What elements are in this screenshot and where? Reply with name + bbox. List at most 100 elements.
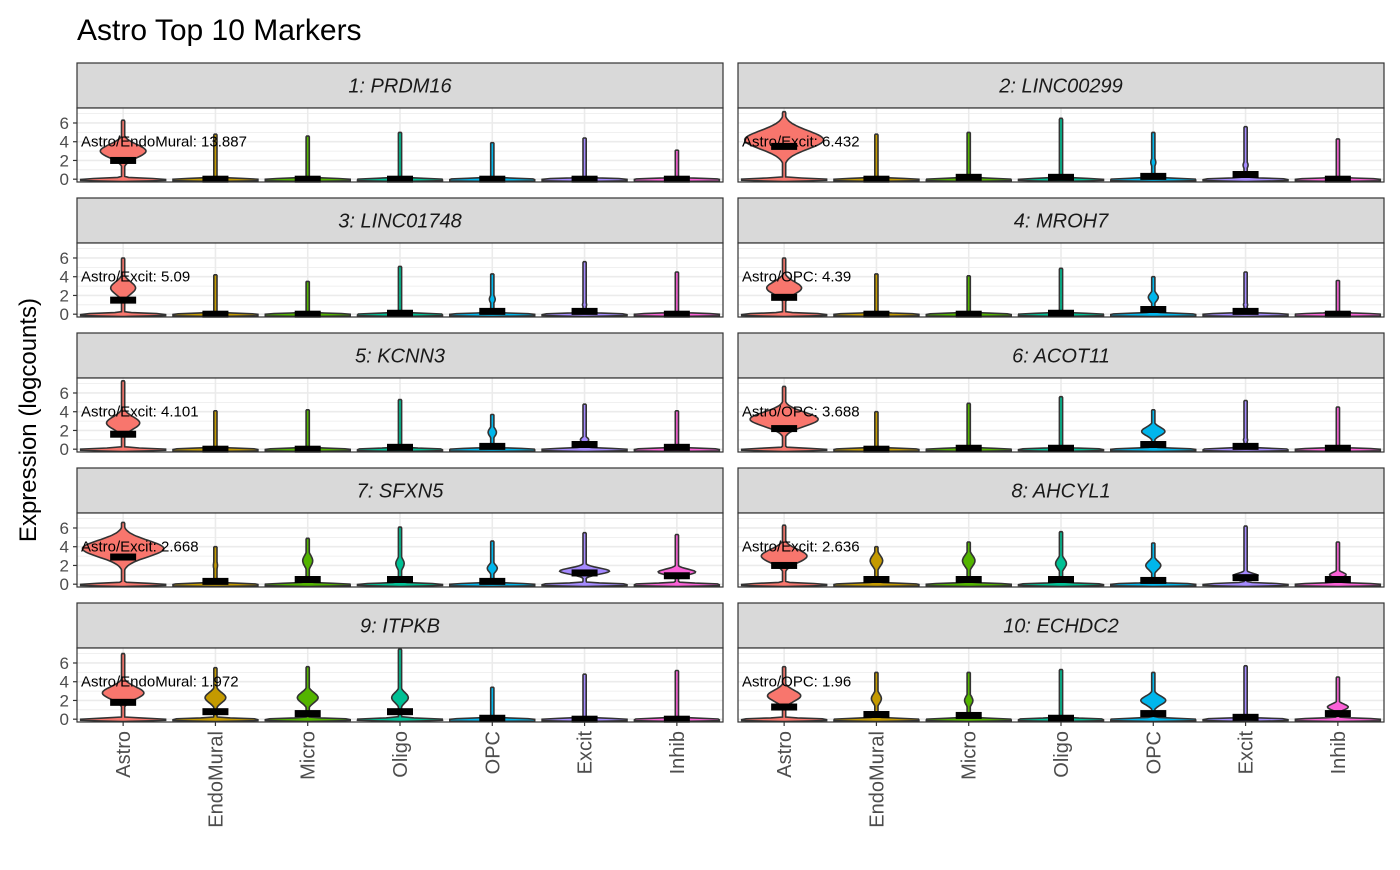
violin-excit [541,260,628,318]
y-tick-label: 4 [60,133,69,152]
median-bar [955,310,982,318]
violin-opc [1110,542,1197,588]
facet-strip [76,467,724,514]
median-bar [955,711,982,719]
median-bar [663,715,690,723]
facet-strip-label: 4: MROH7 [1014,211,1109,233]
violin-opc [449,686,536,723]
median-bar [202,577,229,585]
violin-endomural [833,410,920,453]
facet-strip-label: 3: LINC01748 [338,211,461,233]
median-bar [571,569,598,577]
panel-annotation: Astro/Excit: 4.101 [81,404,199,421]
violin-opc [1110,671,1197,723]
median-bar [1048,714,1074,722]
median-bar [387,175,413,183]
median-bar [294,310,321,318]
median-bar [387,443,413,451]
facet-strip-label: 2: LINC00299 [998,76,1122,98]
median-bar [479,175,506,183]
x-tick-label: OPC [482,731,504,774]
median-bar [1232,307,1259,315]
median-bar [1140,306,1167,314]
violin-excit [1202,665,1289,723]
median-bar [110,156,137,164]
median-bar [1324,576,1351,584]
violin-micro [264,665,351,723]
violin-opc [449,141,536,183]
y-tick-label: 0 [60,440,69,459]
panel-annotation: Astro/Excit: 5.09 [81,269,190,286]
panel-border [737,377,1385,453]
violin-micro [925,275,1012,318]
violin-micro [925,541,1012,588]
x-tick-label: Micro [959,731,981,780]
violin-excit [1202,125,1289,183]
chart-title: Astro Top 10 Markers [77,14,362,47]
violin-endomural [172,274,259,318]
median-bar [1048,173,1074,181]
median-bar [1048,576,1074,584]
violin-inhib [633,669,721,723]
median-bar [202,310,229,318]
facet-strip [76,62,724,109]
facet-panel: 10: ECHDC2 Astro/OPC: 1.96 Astro EndoMural M… [737,602,1385,828]
median-bar [1232,713,1259,721]
median-bar [387,576,413,584]
violin-endomural [833,545,920,588]
violin-oligo [356,398,444,453]
violin-endomural [172,410,259,453]
median-bar [110,430,137,438]
y-tick-label: 2 [60,286,69,305]
facet-strip [76,332,724,379]
median-bar [863,175,890,183]
median-bar [110,553,137,561]
panel-border [737,512,1385,588]
violin-opc [1110,409,1197,453]
median-bar [294,576,321,584]
panel-annotation: Astro/Excit: 2.636 [742,539,860,556]
median-bar [479,442,506,450]
panel-annotation: Astro/OPC: 3.688 [742,404,860,421]
facet-panel: 8: AHCYL1 Astro/Excit: 2.636 [737,467,1385,588]
y-tick-label: 0 [60,710,69,729]
median-bar [202,445,229,453]
violin-oligo [356,131,444,183]
facet-strip-label: 8: AHCYL1 [1011,481,1110,503]
median-bar [863,310,890,318]
panel-border [737,107,1385,183]
median-bar [1232,442,1259,450]
violin-opc [449,413,536,453]
median-bar [294,175,321,183]
violin-opc [1110,131,1197,183]
panel-annotation: Astro/EndoMural: 1.972 [81,674,239,691]
median-bar [571,175,598,183]
facet-panel: 4: MROH7 Astro/OPC: 4.39 [737,197,1385,318]
violin-oligo [1017,668,1105,723]
median-bar [571,715,598,723]
facet-strip [737,62,1385,109]
panel-annotation: Astro/OPC: 1.96 [742,674,851,691]
y-tick-label: 2 [60,421,69,440]
violin-astro [79,380,167,453]
median-bar [1324,444,1351,452]
violin-inhib [633,410,721,453]
median-bar [771,293,798,301]
panel-annotation: Astro/EndoMural: 13.887 [81,134,247,151]
median-bar [110,296,137,304]
x-tick-label: EndoMural [205,731,227,828]
median-bar [1324,310,1351,318]
y-tick-label: 0 [60,575,69,594]
violin-inhib [633,271,721,318]
x-tick-label: Astro [774,731,796,778]
y-tick-label: 6 [60,654,69,673]
median-bar [955,444,982,452]
y-tick-label: 0 [60,170,69,189]
panel-border [76,512,724,588]
violin-opc [449,540,536,588]
violin-excit [541,403,628,453]
violin-inhib [1294,406,1382,453]
y-tick-label: 2 [60,691,69,710]
median-bar [1140,172,1167,180]
